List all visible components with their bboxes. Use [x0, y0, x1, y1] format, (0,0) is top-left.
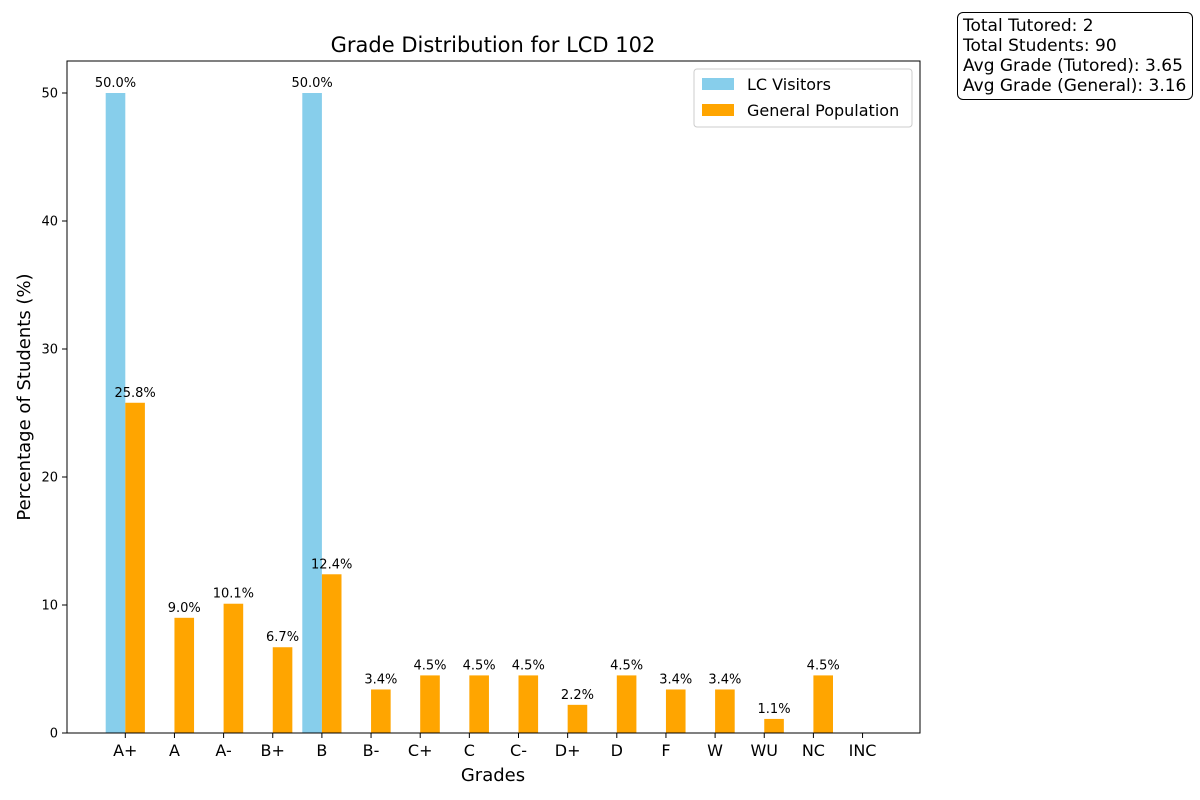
avg-grade-tutored-text: Avg Grade (Tutored): 3.65 [963, 56, 1183, 76]
legend-label-0: LC Visitors [747, 75, 831, 94]
bar-label-general-population-B+: 6.7% [266, 630, 299, 645]
total-tutored-text: Total Tutored: 2 [963, 16, 1094, 36]
bar-label-general-population-A-: 10.1% [213, 587, 254, 602]
bar-lc-visitors-A+ [105, 93, 126, 733]
x-tick-label-A: A [169, 741, 180, 760]
x-tick-label-C: C [464, 741, 475, 760]
x-tick-label-NC: NC [802, 741, 825, 760]
x-tick-label-D: D [611, 741, 623, 760]
bar-label-general-population-NC: 4.5% [807, 658, 840, 673]
legend-frame [693, 68, 913, 128]
bars-group [105, 93, 833, 733]
x-tick-label-C-: C- [510, 741, 527, 760]
avg-grade-general-text: Avg Grade (General): 3.16 [963, 76, 1187, 96]
bar-general-population-D [616, 675, 637, 733]
x-tick-label-B-: B- [363, 741, 380, 760]
y-axis-label: Percentage of Students (%) [14, 273, 35, 520]
y-tick-label: 30 [41, 343, 58, 358]
x-tick-label-A+: A+ [113, 741, 137, 760]
y-axis: 0 10 20 30 40 50 [41, 87, 67, 742]
bar-general-population-A [174, 617, 195, 733]
bar-general-population-B+ [272, 647, 293, 733]
bar-general-population-C [469, 675, 489, 733]
bar-label-general-population-A+: 25.8% [114, 386, 155, 401]
bar-label-general-population-B: 12.4% [311, 557, 352, 572]
y-tick-label: 40 [41, 215, 58, 230]
legend-label-1: General Population [747, 101, 899, 120]
bar-lc-visitors-B [302, 93, 322, 733]
bar-general-population-W [715, 689, 735, 733]
bar-general-population-A- [223, 603, 244, 733]
legend: LC Visitors General Population [693, 68, 913, 128]
bar-label-general-population-C+: 4.5% [413, 658, 446, 673]
x-tick-label-WU: WU [750, 741, 778, 760]
x-tick-label-A-: A- [215, 741, 231, 760]
bar-labels-group: 50.0% 50.0% 25.8% 9.0% 10.1% 6.7% 12.4% 3.4% 4.5… [95, 76, 840, 717]
bar-general-population-WU [764, 718, 784, 733]
x-tick-label-F: F [661, 741, 670, 760]
legend-swatch-0 [702, 78, 734, 90]
summary-stats-box: Total Tutored: 2 Total Students: 90 Avg … [957, 12, 1194, 100]
y-tick-label: 20 [41, 471, 58, 486]
bar-label-general-population-W: 3.4% [708, 672, 741, 687]
legend-swatch-1 [702, 104, 734, 116]
x-tick-label-B: B [316, 741, 327, 760]
bar-general-population-C- [518, 675, 539, 733]
x-tick-label-D+: D+ [555, 741, 581, 760]
bar-label-general-population-D+: 2.2% [561, 688, 594, 703]
bar-general-population-D+ [567, 704, 588, 733]
chart-title: Grade Distribution for LCD 102 [331, 33, 656, 57]
y-tick-label: 10 [41, 599, 58, 614]
bar-general-population-F [665, 689, 686, 733]
bar-label-general-population-C: 4.5% [463, 658, 496, 673]
bar-label-general-population-C-: 4.5% [512, 658, 545, 673]
bar-general-population-B [321, 574, 342, 733]
bar-general-population-B- [371, 689, 391, 733]
bar-general-population-NC [813, 675, 833, 733]
bar-label-general-population-F: 3.4% [659, 672, 692, 687]
x-axis: A+ A A- B+ B B- C+ C C- D+ D F W WU NC INC [113, 733, 876, 760]
x-axis-label: Grades [461, 765, 525, 786]
y-tick-label: 0 [50, 727, 58, 742]
bar-label-lc-visitors-A+: 50.0% [95, 76, 136, 91]
bar-label-general-population-D: 4.5% [610, 658, 643, 673]
x-tick-label-C+: C+ [408, 741, 433, 760]
y-tick-label: 50 [41, 87, 58, 102]
bar-label-lc-visitors-B: 50.0% [291, 76, 332, 91]
bar-general-population-C+ [420, 675, 440, 733]
x-tick-label-INC: INC [849, 741, 877, 760]
x-tick-label-B+: B+ [261, 741, 285, 760]
bar-general-population-A+ [125, 402, 145, 733]
x-tick-label-W: W [707, 741, 723, 760]
bar-label-general-population-B-: 3.4% [364, 672, 397, 687]
plot-area-frame [66, 60, 921, 734]
bar-label-general-population-A: 9.0% [168, 601, 201, 616]
bar-label-general-population-WU: 1.1% [758, 702, 791, 717]
total-students-text: Total Students: 90 [963, 36, 1117, 56]
